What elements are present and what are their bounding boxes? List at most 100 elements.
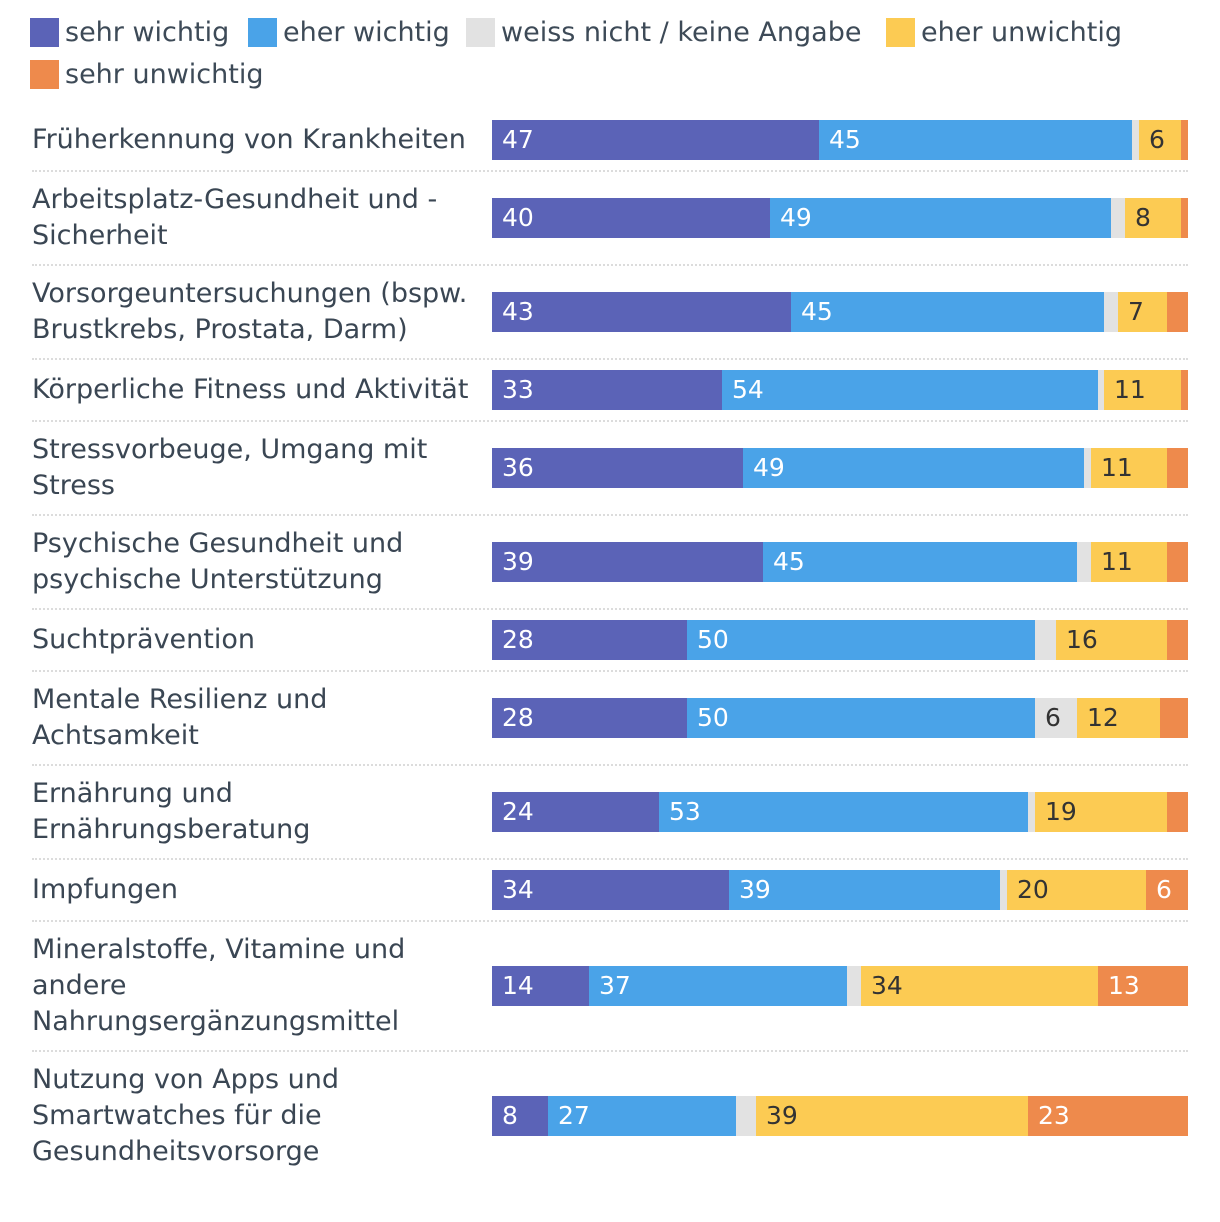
bar-segment <box>1028 792 1035 832</box>
legend-item: eher wichtig <box>248 12 450 52</box>
data-label: 49 <box>753 453 785 482</box>
data-label: 19 <box>1045 797 1077 826</box>
row-separator <box>32 764 1188 766</box>
bar-segment <box>1104 370 1181 410</box>
bar-segment <box>1000 870 1007 910</box>
category-label: Körperliche Fitness und Aktivität <box>32 374 469 405</box>
bar-segment <box>1167 448 1188 488</box>
bar-segment <box>1139 120 1181 160</box>
legend-item: sehr wichtig <box>30 12 229 52</box>
bar-segment <box>1167 792 1188 832</box>
row-separator <box>32 420 1188 422</box>
bar-segment <box>492 620 687 660</box>
legend-label: sehr wichtig <box>65 16 230 48</box>
data-label: 13 <box>1108 971 1140 1000</box>
data-label: 23 <box>1038 1101 1070 1130</box>
legend-label: eher unwichtig <box>921 16 1123 48</box>
category-label: Impfungen <box>32 874 178 905</box>
data-label: 24 <box>502 797 534 826</box>
row-separator <box>32 858 1188 860</box>
bar-segment <box>492 966 589 1006</box>
data-label: 33 <box>502 375 534 404</box>
category-label: Mentale Resilienz und Achtsamkeit <box>32 684 328 751</box>
legend-item: weiss nicht / keine Angabe <box>466 12 861 52</box>
bar-segment <box>1167 292 1188 332</box>
bar-segment <box>687 620 1035 660</box>
bar-segment <box>1091 448 1167 488</box>
bar-segment <box>492 1096 548 1136</box>
data-label: 14 <box>502 971 534 1000</box>
data-label: 6 <box>1045 703 1061 732</box>
data-label: 8 <box>502 1101 518 1130</box>
row-separator <box>32 920 1188 922</box>
bar-segment <box>743 448 1084 488</box>
bar-segment <box>492 792 659 832</box>
bar-segment <box>763 542 1077 582</box>
bar-segment <box>1125 198 1181 238</box>
bar-segment <box>736 1096 756 1136</box>
row-separator <box>32 170 1188 172</box>
legend-swatch <box>30 59 59 89</box>
data-label: 40 <box>502 203 534 232</box>
bar-segment <box>548 1096 736 1136</box>
legend-swatch <box>886 17 915 47</box>
bar-segment <box>1181 198 1188 238</box>
legend-item: sehr unwichtig <box>30 54 263 94</box>
data-label: 36 <box>502 453 534 482</box>
bar-segment <box>722 370 1098 410</box>
legend-label: sehr unwichtig <box>65 58 264 90</box>
bar-segment <box>492 542 763 582</box>
bar-segment <box>1035 698 1077 738</box>
bar-segment <box>492 292 791 332</box>
data-label: 34 <box>502 875 534 904</box>
data-label: 20 <box>1017 875 1049 904</box>
data-label: 49 <box>780 203 812 232</box>
bar-segment <box>1118 292 1167 332</box>
data-label: 6 <box>1149 125 1165 154</box>
data-label: 11 <box>1114 375 1146 404</box>
legend-label: eher wichtig <box>283 16 450 48</box>
data-label: 39 <box>502 547 534 576</box>
row-separator <box>32 670 1188 672</box>
category-label: Arbeitsplatz-Gesundheit und -Sicherheit <box>32 184 438 251</box>
bar-segment <box>1132 120 1139 160</box>
legend-swatch <box>466 17 495 47</box>
row-separator <box>32 608 1188 610</box>
category-label: Ernährung und Ernährungsberatung <box>32 778 311 845</box>
data-label: 27 <box>558 1101 590 1130</box>
bar-segment <box>1077 542 1091 582</box>
bar-segment <box>1167 620 1188 660</box>
row-separator <box>32 514 1188 516</box>
bar-segment <box>1098 370 1104 410</box>
data-label: 8 <box>1135 203 1151 232</box>
legend-swatch <box>30 17 59 47</box>
bar-segment <box>1028 1096 1188 1136</box>
category-label: Früherkennung von Krankheiten <box>32 124 466 155</box>
data-label: 34 <box>871 971 903 1000</box>
row-separator <box>32 1050 1188 1052</box>
bar-segment <box>1104 292 1118 332</box>
data-label: 47 <box>502 125 534 154</box>
category-label: Nutzung von Apps und Smartwatches für di… <box>32 1064 339 1167</box>
data-label: 45 <box>801 297 833 326</box>
data-label: 50 <box>697 625 729 654</box>
bar-segment <box>791 292 1104 332</box>
bar-segment <box>1077 698 1160 738</box>
data-label: 45 <box>829 125 861 154</box>
category-label: Mineralstoffe, Vitamine und andere Nahru… <box>32 934 406 1037</box>
data-label: 12 <box>1087 703 1119 732</box>
data-label: 53 <box>669 797 701 826</box>
data-label: 54 <box>732 375 764 404</box>
bar-segment <box>1084 448 1091 488</box>
data-label: 7 <box>1128 297 1144 326</box>
bar-segment <box>847 966 861 1006</box>
bar-segment <box>861 966 1098 1006</box>
bar-segment <box>1111 198 1125 238</box>
data-label: 45 <box>773 547 805 576</box>
bar-segment <box>1035 792 1167 832</box>
data-label: 6 <box>1156 875 1172 904</box>
category-label: Suchtprävention <box>32 624 256 655</box>
row-separator <box>32 358 1188 360</box>
bar-segment <box>687 698 1035 738</box>
